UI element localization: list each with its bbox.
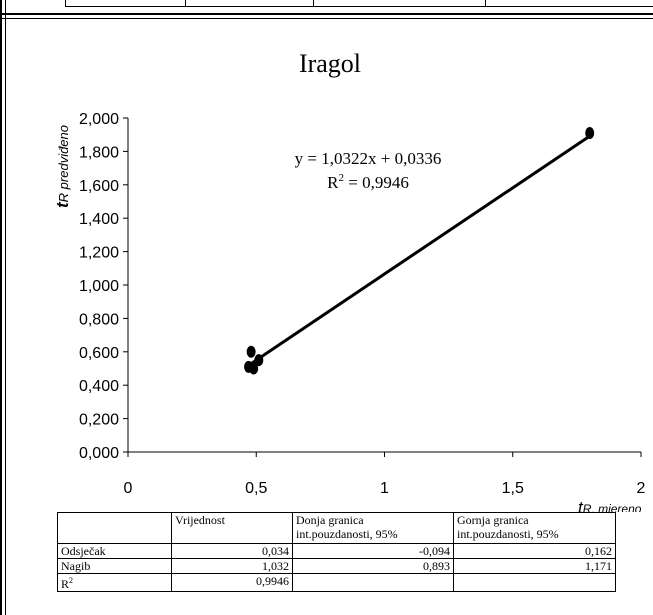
page-frame-left-inner: [5, 0, 6, 615]
x-tick-label: 0: [124, 480, 133, 497]
row-lower: [292, 573, 454, 592]
page-frame-left: [0, 0, 2, 615]
header-upper-line1: Gornja granica: [457, 513, 529, 527]
x-tick-label: 0,5: [245, 480, 267, 497]
page-frame-top: [0, 13, 653, 15]
y-tick-label: 0,800: [79, 311, 119, 328]
header-cell-empty: [57, 512, 172, 544]
row-label: Odsječak: [57, 543, 172, 559]
trendline: [247, 134, 591, 367]
row-label-exponent: 2: [69, 576, 74, 585]
x-tick-label: 1: [380, 480, 389, 497]
r-squared-value: = 0,9946: [344, 173, 409, 192]
previous-table-divider: [485, 0, 486, 6]
r-squared-label: R2 = 0,9946: [327, 172, 409, 192]
row-label-r: R: [61, 577, 70, 591]
y-tick-label: 0,000: [79, 445, 119, 462]
y-tick-label: 2,000: [79, 111, 119, 128]
header-lower-line1: Donja granica: [296, 513, 364, 527]
x-tick-label: 2: [637, 480, 646, 497]
previous-table-divider: [313, 0, 314, 6]
data-point: [585, 127, 595, 140]
previous-table-bottom: [65, 0, 653, 7]
chart-title: Iragol: [299, 49, 361, 78]
previous-table-divider: [65, 0, 66, 6]
y-axis-label-main: t: [53, 201, 72, 208]
data-point: [246, 345, 256, 358]
header-cell-lower: Donja granica int.pouzdanosti, 95%: [292, 512, 454, 544]
y-tick-label: 1,000: [79, 278, 119, 295]
previous-table-divider: [185, 0, 186, 6]
stats-row-intercept: Odsječak 0,034 -0,094 0,162: [57, 543, 616, 559]
data-points: [244, 127, 595, 375]
x-tick-label: 1,5: [502, 480, 524, 497]
r-squared-exponent: 2: [339, 172, 345, 184]
y-tick-label: 0,400: [79, 378, 119, 395]
y-tick-label: 1,200: [79, 245, 119, 262]
y-axis-label: tR predviđeno: [53, 125, 72, 208]
stats-row-slope: Nagib 1,032 0,893 1,171: [57, 558, 616, 574]
data-point: [249, 362, 259, 375]
y-axis-label-sub: R predviđeno: [56, 125, 71, 202]
chart-axes: [127, 118, 641, 453]
header-cell-upper: Gornja granica int.pouzdanosti, 95%: [453, 512, 616, 544]
row-lower: -0,094: [292, 543, 454, 559]
header-value-text: Vrijednost: [175, 513, 225, 527]
r-squared-letter: R: [327, 173, 339, 192]
header-lower-line2: int.pouzdanosti, 95%: [296, 527, 398, 541]
row-value: 1,032: [171, 558, 293, 574]
scatter-chart: Iragol 0,000 0,200 0,400 0,600 0,800 1,000 1,2…: [53, 49, 646, 512]
row-upper: 0,162: [453, 543, 616, 559]
y-tick-label: 1,600: [79, 178, 119, 195]
y-tick-label: 1,800: [79, 144, 119, 161]
x-axis-label-sub: R, mjereno: [583, 502, 642, 512]
stats-header-row: Vrijednost Donja granica int.pouzdanosti,…: [57, 512, 616, 544]
row-label: Nagib: [57, 558, 172, 574]
row-upper: 1,171: [453, 558, 616, 574]
x-axis-label: tR, mjereno: [578, 498, 642, 512]
page-frame-top-inner: [0, 18, 653, 19]
row-lower: 0,893: [292, 558, 454, 574]
row-value: 0,9946: [171, 573, 293, 592]
regression-stats-table: Vrijednost Donja granica int.pouzdanosti,…: [57, 512, 616, 592]
y-tick-label: 0,200: [79, 412, 119, 429]
header-upper-line2: int.pouzdanosti, 95%: [457, 527, 559, 541]
row-upper: [453, 573, 616, 592]
x-axis-label-main: t: [578, 498, 584, 512]
row-label: R2: [57, 573, 172, 592]
data-point: [254, 354, 264, 367]
header-cell-value: Vrijednost: [171, 512, 293, 544]
stats-row-r2: R2 0,9946: [57, 573, 616, 592]
trendline-group: [247, 134, 591, 367]
y-tick-label: 0,600: [79, 345, 119, 362]
trend-equation: y = 1,0322x + 0,0336: [295, 149, 442, 168]
row-value: 0,034: [171, 543, 293, 559]
chart-ticks: 0,000 0,200 0,400 0,600 0,800 1,000 1,200 1,400…: [79, 111, 646, 497]
y-tick-label: 1,400: [79, 211, 119, 228]
